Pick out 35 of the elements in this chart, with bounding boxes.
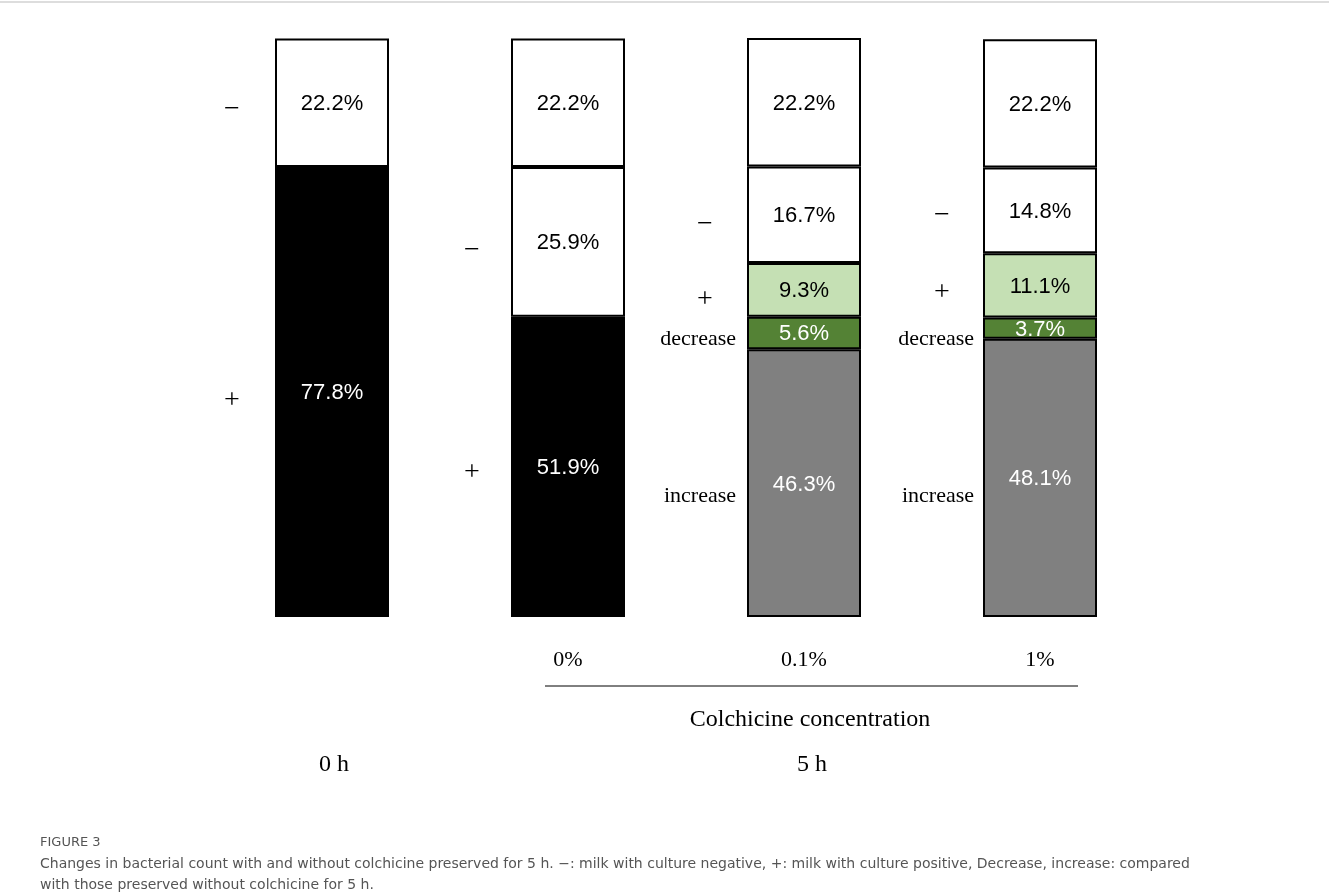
data-label: 11.1% xyxy=(1009,272,1071,298)
data-label: 16.7% xyxy=(772,202,836,228)
data-label: 77.8% xyxy=(300,379,364,405)
text: 5 h xyxy=(797,750,827,776)
data-label: 51.9% xyxy=(536,454,600,480)
caption: FIGURE 3 xyxy=(40,833,101,849)
annotation: decrease xyxy=(898,324,974,350)
x-tick-label: 0% xyxy=(553,645,583,671)
text: 0 h xyxy=(319,750,349,776)
x-tick-label: 1% xyxy=(1025,645,1055,671)
annotation: + xyxy=(464,454,480,486)
annotation: increase xyxy=(901,481,974,507)
data-label: 9.3% xyxy=(778,277,830,303)
annotation: increase xyxy=(663,481,736,507)
annotation: + xyxy=(224,382,240,414)
annotation: − xyxy=(934,197,950,229)
annotation: − xyxy=(464,232,480,264)
annotation: decrease xyxy=(660,324,736,350)
data-label: 14.8% xyxy=(1008,197,1072,223)
data-label: 48.1% xyxy=(1008,465,1072,491)
data-label: 46.3% xyxy=(772,470,836,496)
annotation: − xyxy=(224,91,240,123)
annotation: − xyxy=(697,206,713,238)
x-tick-label: 0.1% xyxy=(781,645,827,671)
text: Changes in bacterial count with and without colchicine preserved for 5 h. −: milk with culture negative, +: milk with culture positive, Decrease, increase: compared with those preserved without colchicine for 5 h. xyxy=(40,854,1195,892)
data-label: 22.2% xyxy=(772,89,836,115)
data-label: 22.2% xyxy=(536,90,600,116)
data-label: 22.2% xyxy=(300,90,364,116)
data-label: 22.2% xyxy=(1008,90,1072,116)
data-label: 5.6% xyxy=(778,320,830,346)
data-label: 25.9% xyxy=(536,229,600,255)
annotation: + xyxy=(934,274,950,306)
text: Colchicine concentration xyxy=(689,705,931,731)
annotation: + xyxy=(697,281,713,313)
data-label: 3.7% xyxy=(1014,315,1066,341)
